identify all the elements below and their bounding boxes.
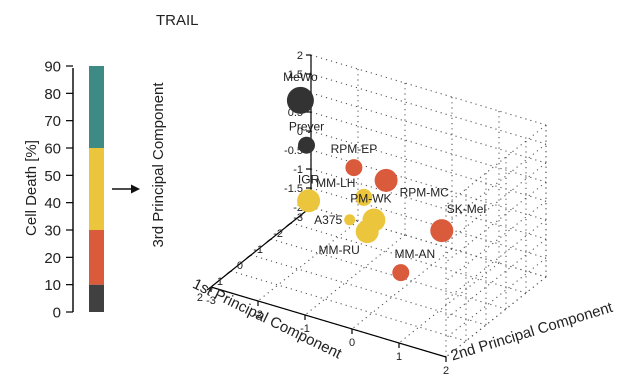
colorbar-tick-label: 30 [44, 223, 61, 240]
colorbar-tick-label: 10 [44, 277, 61, 294]
z-tick-label: 1.5 [288, 69, 303, 81]
data-label: MM-AN [394, 247, 435, 261]
x-tick [206, 286, 212, 291]
y-tick-label: 1 [396, 351, 402, 363]
grid-line [351, 248, 453, 330]
plot-grid [210, 54, 547, 358]
x-tick-label: 0 [237, 260, 243, 272]
data-label: MM-LH [316, 176, 355, 190]
x-tick-label: 2 [197, 292, 203, 304]
arrow-icon [112, 184, 140, 194]
colorbar-tick-label: 80 [44, 86, 61, 103]
grid-line [310, 54, 547, 126]
colorbar-tick-label: 50 [44, 168, 61, 185]
z-tick-label: -1.5 [284, 183, 303, 195]
data-label: MeWo [283, 70, 318, 84]
data-label: IGR [298, 172, 320, 186]
grid-line [398, 262, 500, 344]
grid-line [250, 254, 487, 326]
z-tick-label: -0.5 [284, 145, 303, 157]
x-tick-label: 1 [217, 276, 223, 288]
grid-line [310, 73, 547, 145]
y-tick-label: -2 [253, 309, 263, 321]
colorbar-segment [89, 230, 104, 285]
y-tick-label: -3 [206, 295, 216, 307]
z-tick-label: -2 [293, 202, 303, 214]
z-tick-label: 2 [297, 50, 303, 62]
grid-line [445, 219, 547, 301]
colorbar-segment [89, 284, 104, 312]
data-point [430, 219, 454, 243]
colorbar-segments [89, 66, 104, 312]
data-point [298, 136, 315, 154]
x-tick-label: -2 [273, 228, 283, 240]
grid-line [445, 257, 547, 339]
colorbar-tick-label: 0 [53, 305, 61, 322]
grid-line [445, 200, 547, 282]
grid-line [230, 270, 467, 342]
colorbar-tick-label: 90 [44, 59, 61, 76]
y-tick-label: 0 [349, 337, 355, 349]
y-tick-label: 2 [443, 365, 449, 377]
data-point [374, 168, 398, 192]
data-label: RPM-EP [331, 142, 378, 156]
colorbar-tick-label: 70 [44, 113, 61, 130]
data-label: A375 [314, 213, 342, 227]
y-axis-label: 2nd Principal Component [449, 299, 616, 365]
grid-line [445, 124, 547, 206]
x-tick [266, 238, 272, 243]
grid-line [445, 143, 547, 225]
colorbar-segment [89, 66, 104, 148]
chart-title: TRAIL [156, 12, 199, 29]
grid-line [445, 181, 547, 263]
grid-line [304, 234, 406, 316]
data-label: Preyer [289, 120, 324, 134]
data-point [297, 189, 321, 213]
y-axis-line [210, 286, 447, 358]
data-label: MM-RU [319, 243, 360, 257]
colorbar-tick-label: 40 [44, 195, 61, 212]
y-tick-label: -1 [300, 323, 310, 335]
data-point [392, 264, 410, 282]
x-tick-label: -3 [293, 212, 303, 224]
data-label: PM-WK [350, 192, 391, 206]
x-axis-label: 1st Principal Component [190, 275, 345, 362]
x-tick [226, 270, 232, 275]
x-tick [286, 222, 292, 227]
colorbar-segment [89, 148, 104, 230]
grid-line [445, 162, 547, 244]
colorbar-ylabel: Cell Death [%] [23, 140, 40, 236]
colorbar-tick-label: 60 [44, 141, 61, 158]
data-point [345, 159, 363, 177]
x-tick-label: -1 [253, 244, 263, 256]
data-point [355, 220, 379, 244]
data-point [286, 86, 314, 114]
data-label: SK-Mel [447, 202, 486, 216]
colorbar-tick-label: 20 [44, 250, 61, 267]
data-point [355, 188, 373, 206]
grid-line [445, 276, 547, 358]
data-point [344, 214, 356, 226]
grid-line [445, 238, 547, 320]
z-axis-label: 3rd Principal Component [150, 82, 167, 248]
grid-line [270, 238, 507, 310]
z-tick-label: 0 [297, 126, 303, 138]
data-points: MeWo Preyer RPM-EP RPM-MC SK-Mel MM-AN MM-LH PM… [283, 70, 486, 282]
x-tick [246, 254, 252, 259]
data-label: RPM-MC [400, 185, 450, 199]
grid-line [257, 220, 359, 302]
z-tick-label: -1 [293, 164, 303, 176]
colorbar-axis: 0 10 20 30 40 50 60 70 80 90 [44, 59, 73, 322]
